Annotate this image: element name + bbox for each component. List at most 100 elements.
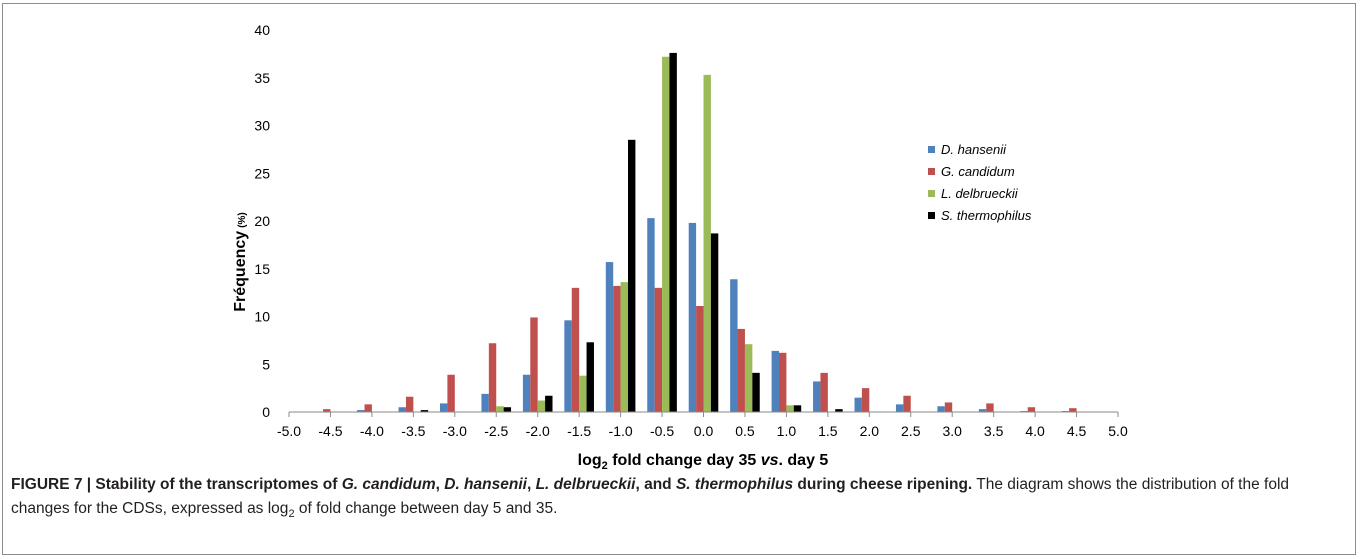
bar-d-hansenii-2.0 — [854, 397, 862, 412]
bar-g-candidum-2.5 — [903, 395, 911, 412]
legend-label: S. thermophilus — [941, 208, 1032, 223]
bar-g-candidum-3.5 — [986, 403, 994, 412]
x-tick-label: -1.5 — [567, 423, 591, 439]
bar-d-hansenii--3.5 — [398, 407, 406, 412]
x-tick-label: 4.5 — [1067, 423, 1087, 439]
bar-s-thermophilus--1.0 — [628, 139, 636, 412]
x-tick-label: 2.5 — [901, 423, 921, 439]
bar-s-thermophilus-0.5 — [752, 372, 760, 412]
caption-title-part: S. thermophilus — [675, 476, 794, 493]
x-tick-label: -4.5 — [318, 423, 342, 439]
x-tick-label: 5.0 — [1108, 423, 1128, 439]
y-tick-label: 20 — [254, 213, 270, 229]
legend: D. hansenii G. candidum L. delbrueckii S. t… — [928, 142, 1032, 223]
x-tick-label: 2.0 — [860, 423, 880, 439]
bar-d-hansenii--2.0 — [522, 374, 531, 412]
bar-s-thermophilus--2.0 — [545, 395, 553, 412]
legend-swatch — [928, 146, 935, 153]
x-axis-label-vs: vs — [761, 452, 779, 469]
x-tick-label: -4.0 — [360, 423, 384, 439]
bar-d-hansenii-3.0 — [937, 406, 945, 412]
bar-l-delbrueckii--1.0 — [620, 282, 628, 412]
x-axis-label: log2 fold change day 35 vs. day 5 — [578, 452, 829, 470]
bar-d-hansenii-2.5 — [895, 404, 904, 412]
figure-caption: FIGURE 7 | Stability of the transcriptom… — [11, 473, 1346, 521]
caption-title-part: FIGURE 7 | Stability of the transcriptom… — [11, 476, 342, 493]
bar-g-candidum-1.0 — [779, 352, 787, 412]
y-tick-label: 5 — [262, 356, 270, 372]
bar-d-hansenii-1.5 — [813, 381, 821, 412]
figure-frame — [2, 3, 1356, 555]
bar-g-candidum--2.0 — [530, 317, 538, 412]
bar-g-candidum--3.0 — [447, 374, 455, 412]
legend-label: D. hansenii — [941, 142, 1007, 157]
caption-title-part: G. candidum — [341, 476, 436, 493]
bar-l-delbrueckii--0.5 — [662, 56, 670, 413]
y-tick-label: 15 — [254, 261, 270, 277]
caption-title-part: , — [435, 476, 445, 493]
bar-g-candidum--4.0 — [364, 404, 372, 412]
bar-s-thermophilus--1.5 — [586, 342, 594, 412]
x-tick-label: 1.0 — [777, 423, 797, 439]
x-tick-label: -0.5 — [650, 423, 674, 439]
y-axis-label: Fréquency (%) — [232, 212, 249, 311]
x-axis-label-log: log — [578, 452, 602, 469]
x-tick-label: 0.5 — [735, 423, 755, 439]
x-axis-label-mid: fold change day 35 — [608, 452, 761, 469]
bar-g-candidum--3.5 — [405, 396, 414, 412]
legend-swatch — [928, 168, 935, 175]
bar-l-delbrueckii-0.0 — [703, 74, 711, 412]
bar-l-delbrueckii-0.5 — [744, 344, 753, 412]
bar-d-hansenii--4.0 — [357, 410, 365, 412]
x-tick-label: -2.0 — [526, 423, 550, 439]
y-axis-label-unit: (%) — [237, 212, 248, 228]
y-tick-label: 0 — [262, 404, 270, 420]
bar-l-delbrueckii--2.5 — [496, 406, 504, 412]
bar-g-candidum-0.0 — [696, 306, 704, 412]
caption-text-pre: The diagram shows the distribution of th… — [11, 476, 1290, 517]
bars-layer — [323, 52, 1077, 413]
histogram-chart: -5.0 -4.5 -4.0 -3.5 -3.0 -2.5 -2.0 -1.5 -1.0 -0.5… — [232, 22, 1128, 470]
caption-title-part: , — [526, 476, 536, 493]
bar-s-thermophilus--2.5 — [503, 407, 512, 412]
x-tick-label: 3.5 — [984, 423, 1004, 439]
caption-text-sub: 2 — [288, 508, 295, 521]
x-tick-label: 3.0 — [942, 423, 962, 439]
bar-l-delbrueckii-1.0 — [786, 405, 794, 412]
bar-d-hansenii-3.5 — [978, 409, 987, 412]
bar-d-hansenii--2.5 — [481, 393, 489, 412]
bar-d-hansenii--1.5 — [564, 320, 572, 412]
x-tick-label: 4.0 — [1025, 423, 1045, 439]
caption-text-post: of fold change between day 5 and 35. — [294, 500, 558, 517]
bar-g-candidum-1.5 — [820, 372, 828, 412]
x-tick-label: -3.5 — [401, 423, 425, 439]
x-axis-label-sub: 2 — [602, 460, 608, 470]
legend-label: G. candidum — [941, 164, 1015, 179]
caption-title-part: L. delbrueckii — [535, 476, 636, 493]
y-tick-label: 10 — [254, 309, 270, 325]
bar-d-hansenii--1.0 — [605, 262, 614, 412]
x-tick-label: 0.0 — [694, 423, 714, 439]
y-tick-label: 25 — [254, 165, 270, 181]
x-axis-label-post: . day 5 — [779, 452, 829, 469]
caption-title: FIGURE 7 | Stability of the transcriptom… — [11, 476, 972, 493]
caption-title-part: D. hansenii — [444, 476, 527, 493]
bar-g-candidum--1.0 — [613, 285, 621, 412]
legend-swatch — [928, 190, 935, 197]
x-tick-label: -2.5 — [484, 423, 508, 439]
legend-label: L. delbrueckii — [941, 186, 1019, 201]
bar-g-candidum--1.5 — [571, 287, 580, 412]
bar-s-thermophilus-1.0 — [793, 405, 802, 412]
bar-s-thermophilus--0.5 — [669, 52, 677, 413]
x-tick-label: -1.0 — [609, 423, 633, 439]
bar-d-hansenii-0.5 — [730, 279, 738, 412]
bar-s-thermophilus--3.5 — [420, 410, 429, 412]
x-tick-label: -3.0 — [443, 423, 467, 439]
bar-g-candidum-0.5 — [737, 328, 745, 412]
bar-d-hansenii--3.0 — [440, 403, 448, 412]
bar-l-delbrueckii--1.5 — [579, 375, 587, 412]
axes-layer: -5.0 -4.5 -4.0 -3.5 -3.0 -2.5 -2.0 -1.5 -1.0 -0.5… — [254, 22, 1128, 439]
caption-title-part: , and — [635, 476, 676, 493]
bar-s-thermophilus-0.0 — [710, 233, 719, 412]
bar-g-candidum-2.0 — [861, 388, 870, 413]
